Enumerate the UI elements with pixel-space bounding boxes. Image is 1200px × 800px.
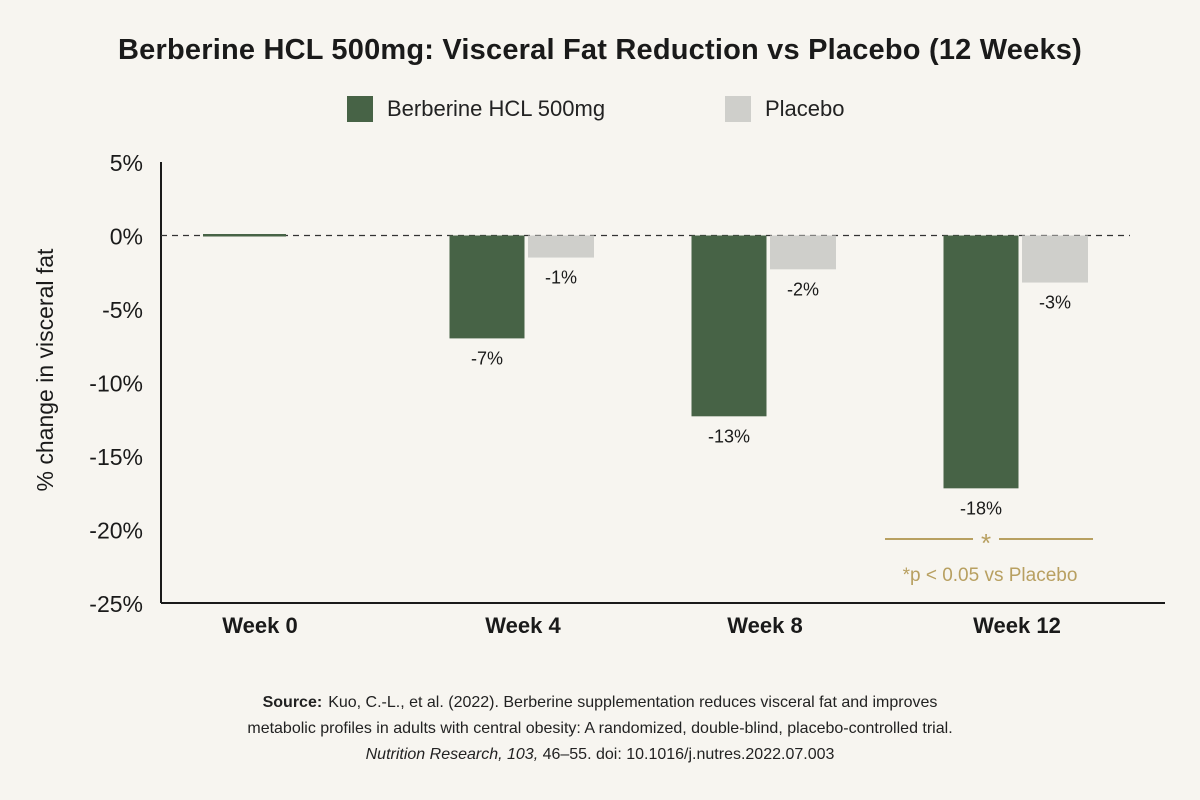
y-tick-label: 0% xyxy=(110,224,143,250)
legend: Berberine HCL 500mg Placebo xyxy=(0,94,1200,124)
y-axis-title: % change in visceral fat xyxy=(32,248,58,492)
bar-berberine xyxy=(691,235,767,417)
legend-item-berberine: Berberine HCL 500mg xyxy=(347,94,605,124)
source-label: Source: xyxy=(262,694,323,711)
source-text-1: Kuo, C.-L., et al. (2022). Berberine sup… xyxy=(328,694,938,711)
x-tick-label: Week 12 xyxy=(973,613,1061,638)
data-label-berberine: -18% xyxy=(960,498,1002,518)
y-tick-label: -20% xyxy=(89,518,143,544)
legend-swatch-placebo xyxy=(725,96,751,122)
y-tick-label: -25% xyxy=(89,591,143,617)
bar-placebo xyxy=(1022,235,1088,283)
bar-placebo xyxy=(528,235,594,258)
source-citation: Source: Kuo, C.-L., et al. (2022). Berber… xyxy=(0,690,1200,768)
source-line-1: Source: Kuo, C.-L., et al. (2022). Berber… xyxy=(0,690,1200,716)
bar-berberine xyxy=(449,235,525,339)
source-citation-tail: 46–55. doi: 10.1016/j.nutres.2022.07.003 xyxy=(538,746,835,763)
significance-marker: * xyxy=(981,528,991,558)
legend-label-berberine: Berberine HCL 500mg xyxy=(387,96,606,121)
bar-berberine xyxy=(203,234,286,237)
x-tick-label: Week 0 xyxy=(222,613,297,638)
y-tick-label: -15% xyxy=(89,444,143,470)
y-tick-label: 5% xyxy=(110,150,143,176)
source-line-3: Nutrition Research, 103, 46–55. doi: 10.… xyxy=(0,742,1200,768)
y-tick-label: -10% xyxy=(89,371,143,397)
data-label-placebo: -1% xyxy=(545,268,577,288)
x-tick-label: Week 8 xyxy=(727,613,802,638)
bar-berberine xyxy=(943,235,1019,489)
source-journal: Nutrition Research, 103, xyxy=(365,746,539,763)
bar-placebo xyxy=(770,235,836,270)
legend-item-placebo: Placebo xyxy=(725,94,845,124)
chart-title: Berberine HCL 500mg: Visceral Fat Reduct… xyxy=(118,34,1082,66)
legend-swatch-berberine xyxy=(347,96,373,122)
significance-note: *p < 0.05 vs Placebo xyxy=(903,565,1078,586)
data-label-placebo: -3% xyxy=(1039,293,1071,313)
data-label-berberine: -13% xyxy=(708,426,750,446)
x-tick-label: Week 4 xyxy=(485,613,561,638)
data-label-berberine: -7% xyxy=(471,348,503,368)
legend-label-placebo: Placebo xyxy=(765,96,845,121)
y-tick-label: -5% xyxy=(102,297,143,323)
source-line-2: metabolic profiles in adults with centra… xyxy=(247,720,953,737)
data-label-placebo: -2% xyxy=(787,279,819,299)
